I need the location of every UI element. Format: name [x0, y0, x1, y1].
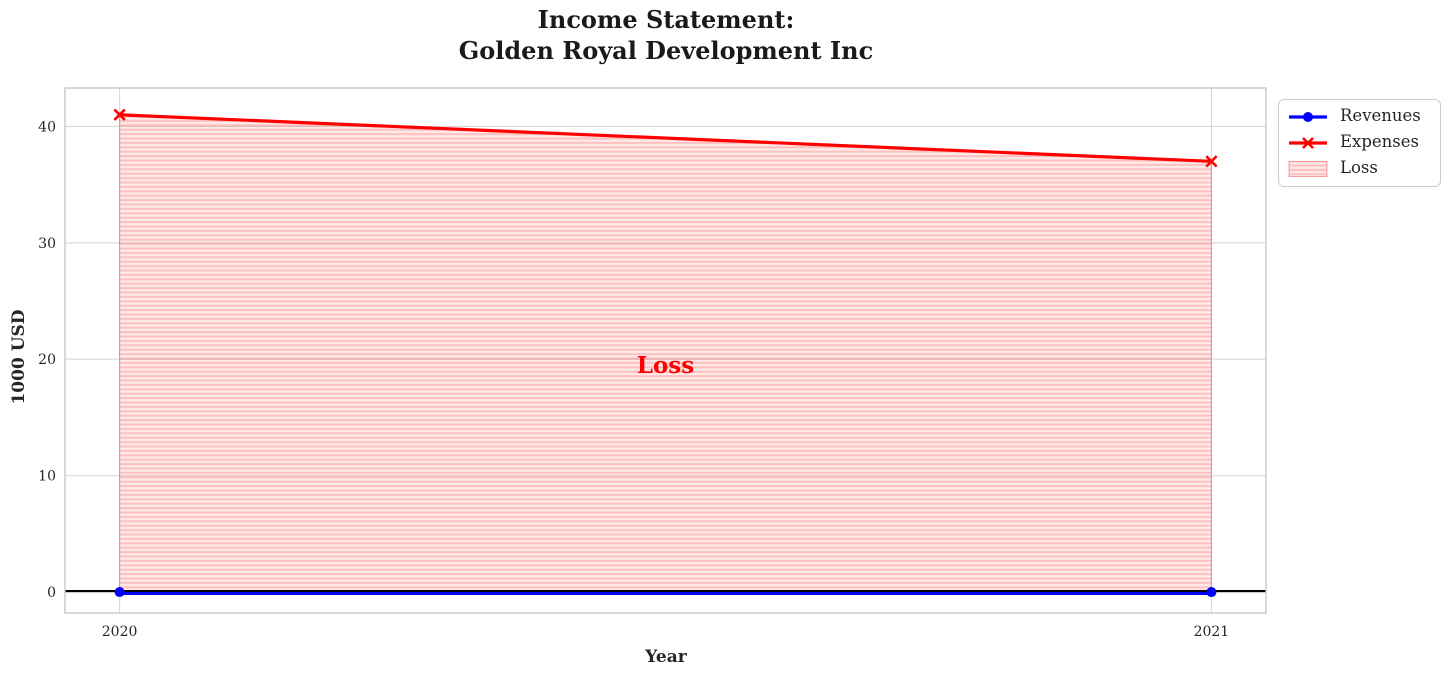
- expenses-line-sample: [1289, 137, 1327, 149]
- expenses-line: [119, 113, 1212, 163]
- plot-area: 0 10 20 30 40 2020 2021: [38, 87, 1267, 640]
- y-axis-label: 1000 USD: [9, 309, 29, 404]
- y-tick-label: 40: [38, 119, 56, 135]
- expenses-marker: [1205, 155, 1218, 168]
- expenses-marker: [113, 108, 126, 121]
- axes-spines: [64, 87, 1267, 614]
- chart-title-line-2: Golden Royal Development Inc: [459, 36, 873, 65]
- x-tick-label: 2021: [1194, 624, 1230, 640]
- legend: Revenues Expenses Loss: [1278, 99, 1441, 187]
- chart-title-line-1: Income Statement:: [538, 5, 795, 34]
- y-tick-label: 30: [38, 236, 56, 252]
- legend-item-revenues: Revenues: [1285, 104, 1436, 130]
- legend-label-loss: Loss: [1340, 157, 1378, 177]
- y-tick-label: 0: [47, 585, 56, 601]
- y-tick-label: 20: [38, 352, 56, 368]
- loss-annotation: Loss: [637, 352, 694, 379]
- y-tick-label: 10: [38, 469, 56, 485]
- revenues-marker: [1206, 587, 1217, 598]
- legend-item-loss: Loss: [1285, 156, 1436, 182]
- x-axis-label: Year: [644, 647, 687, 667]
- legend-label-revenues: Revenues: [1340, 105, 1421, 125]
- revenues-marker: [114, 587, 125, 598]
- x-tick-label: 2020: [102, 624, 138, 640]
- loss-patch-sample: [1288, 161, 1328, 177]
- legend-label-expenses: Expenses: [1340, 131, 1420, 151]
- legend-item-expenses: Expenses: [1285, 130, 1436, 156]
- revenues-line-sample: [1289, 112, 1327, 122]
